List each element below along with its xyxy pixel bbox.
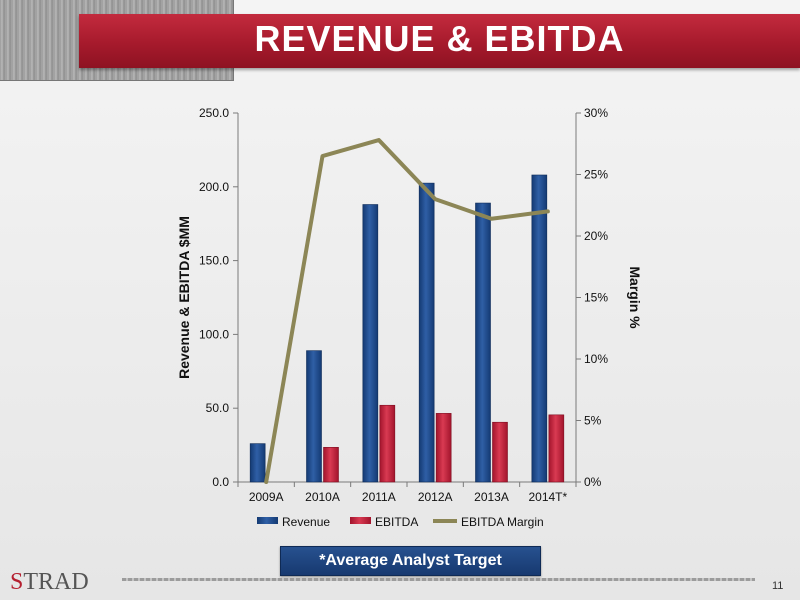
y-tick-label-right: 20% [584, 229, 608, 243]
revenue-bar [306, 350, 322, 483]
x-tick-label: 2013A [474, 490, 509, 504]
ebitda-bar [492, 421, 508, 483]
revenue-bar [531, 174, 548, 483]
y-axis-title-left: Revenue & EBITDA $MM [176, 216, 192, 379]
y-tick-label-left: 250.0 [199, 106, 229, 120]
y-tick-label-right: 10% [584, 352, 608, 366]
legend-swatch [350, 517, 371, 524]
analyst-target-note: *Average Analyst Target [280, 546, 541, 576]
strad-logo: STRAD [10, 569, 89, 596]
y-tick-label-left: 50.0 [206, 401, 230, 415]
ebitda-bar [548, 414, 565, 483]
y-tick-label-right: 0% [584, 475, 602, 489]
y-tick-label-right: 5% [584, 414, 602, 428]
revenue-bar [418, 182, 435, 483]
page-title: REVENUE & EBITDA [254, 18, 625, 59]
logo-s-letter: S [10, 569, 24, 595]
ebitda-margin-line [264, 138, 550, 484]
legend-label: Revenue [282, 515, 330, 529]
y-tick-label-left: 200.0 [199, 180, 229, 194]
x-tick-label: 2011A [362, 490, 396, 504]
revenue-bar [249, 443, 266, 483]
legend-swatch [257, 517, 278, 524]
page-number: 11 [772, 580, 784, 592]
y-tick-label-left: 150.0 [199, 254, 229, 268]
x-tick-label: 2014T* [528, 490, 567, 504]
y-tick-label-right: 15% [584, 291, 608, 305]
y-tick-label-left: 0.0 [212, 475, 229, 489]
logo-rest: TRAD [23, 569, 89, 595]
ebitda-bar [379, 404, 396, 483]
legend-label: EBITDA Margin [461, 515, 544, 529]
x-tick-label: 2012A [418, 490, 453, 504]
title-banner: REVENUE & EBITDA [79, 14, 800, 68]
y-axis-title-right: Margin % [627, 266, 643, 329]
y-tick-label-right: 30% [584, 106, 608, 120]
revenue-bar [475, 202, 491, 483]
footer-divider [122, 578, 755, 581]
y-tick-label-left: 100.0 [199, 327, 229, 341]
ebitda-bar [435, 413, 452, 483]
y-tick-label-right: 25% [584, 168, 608, 182]
revenue-bar [362, 204, 379, 483]
ebitda-bar [323, 447, 339, 483]
legend-label: EBITDA [375, 515, 418, 529]
x-tick-label: 2009A [249, 490, 284, 504]
x-tick-label: 2010A [305, 490, 340, 504]
